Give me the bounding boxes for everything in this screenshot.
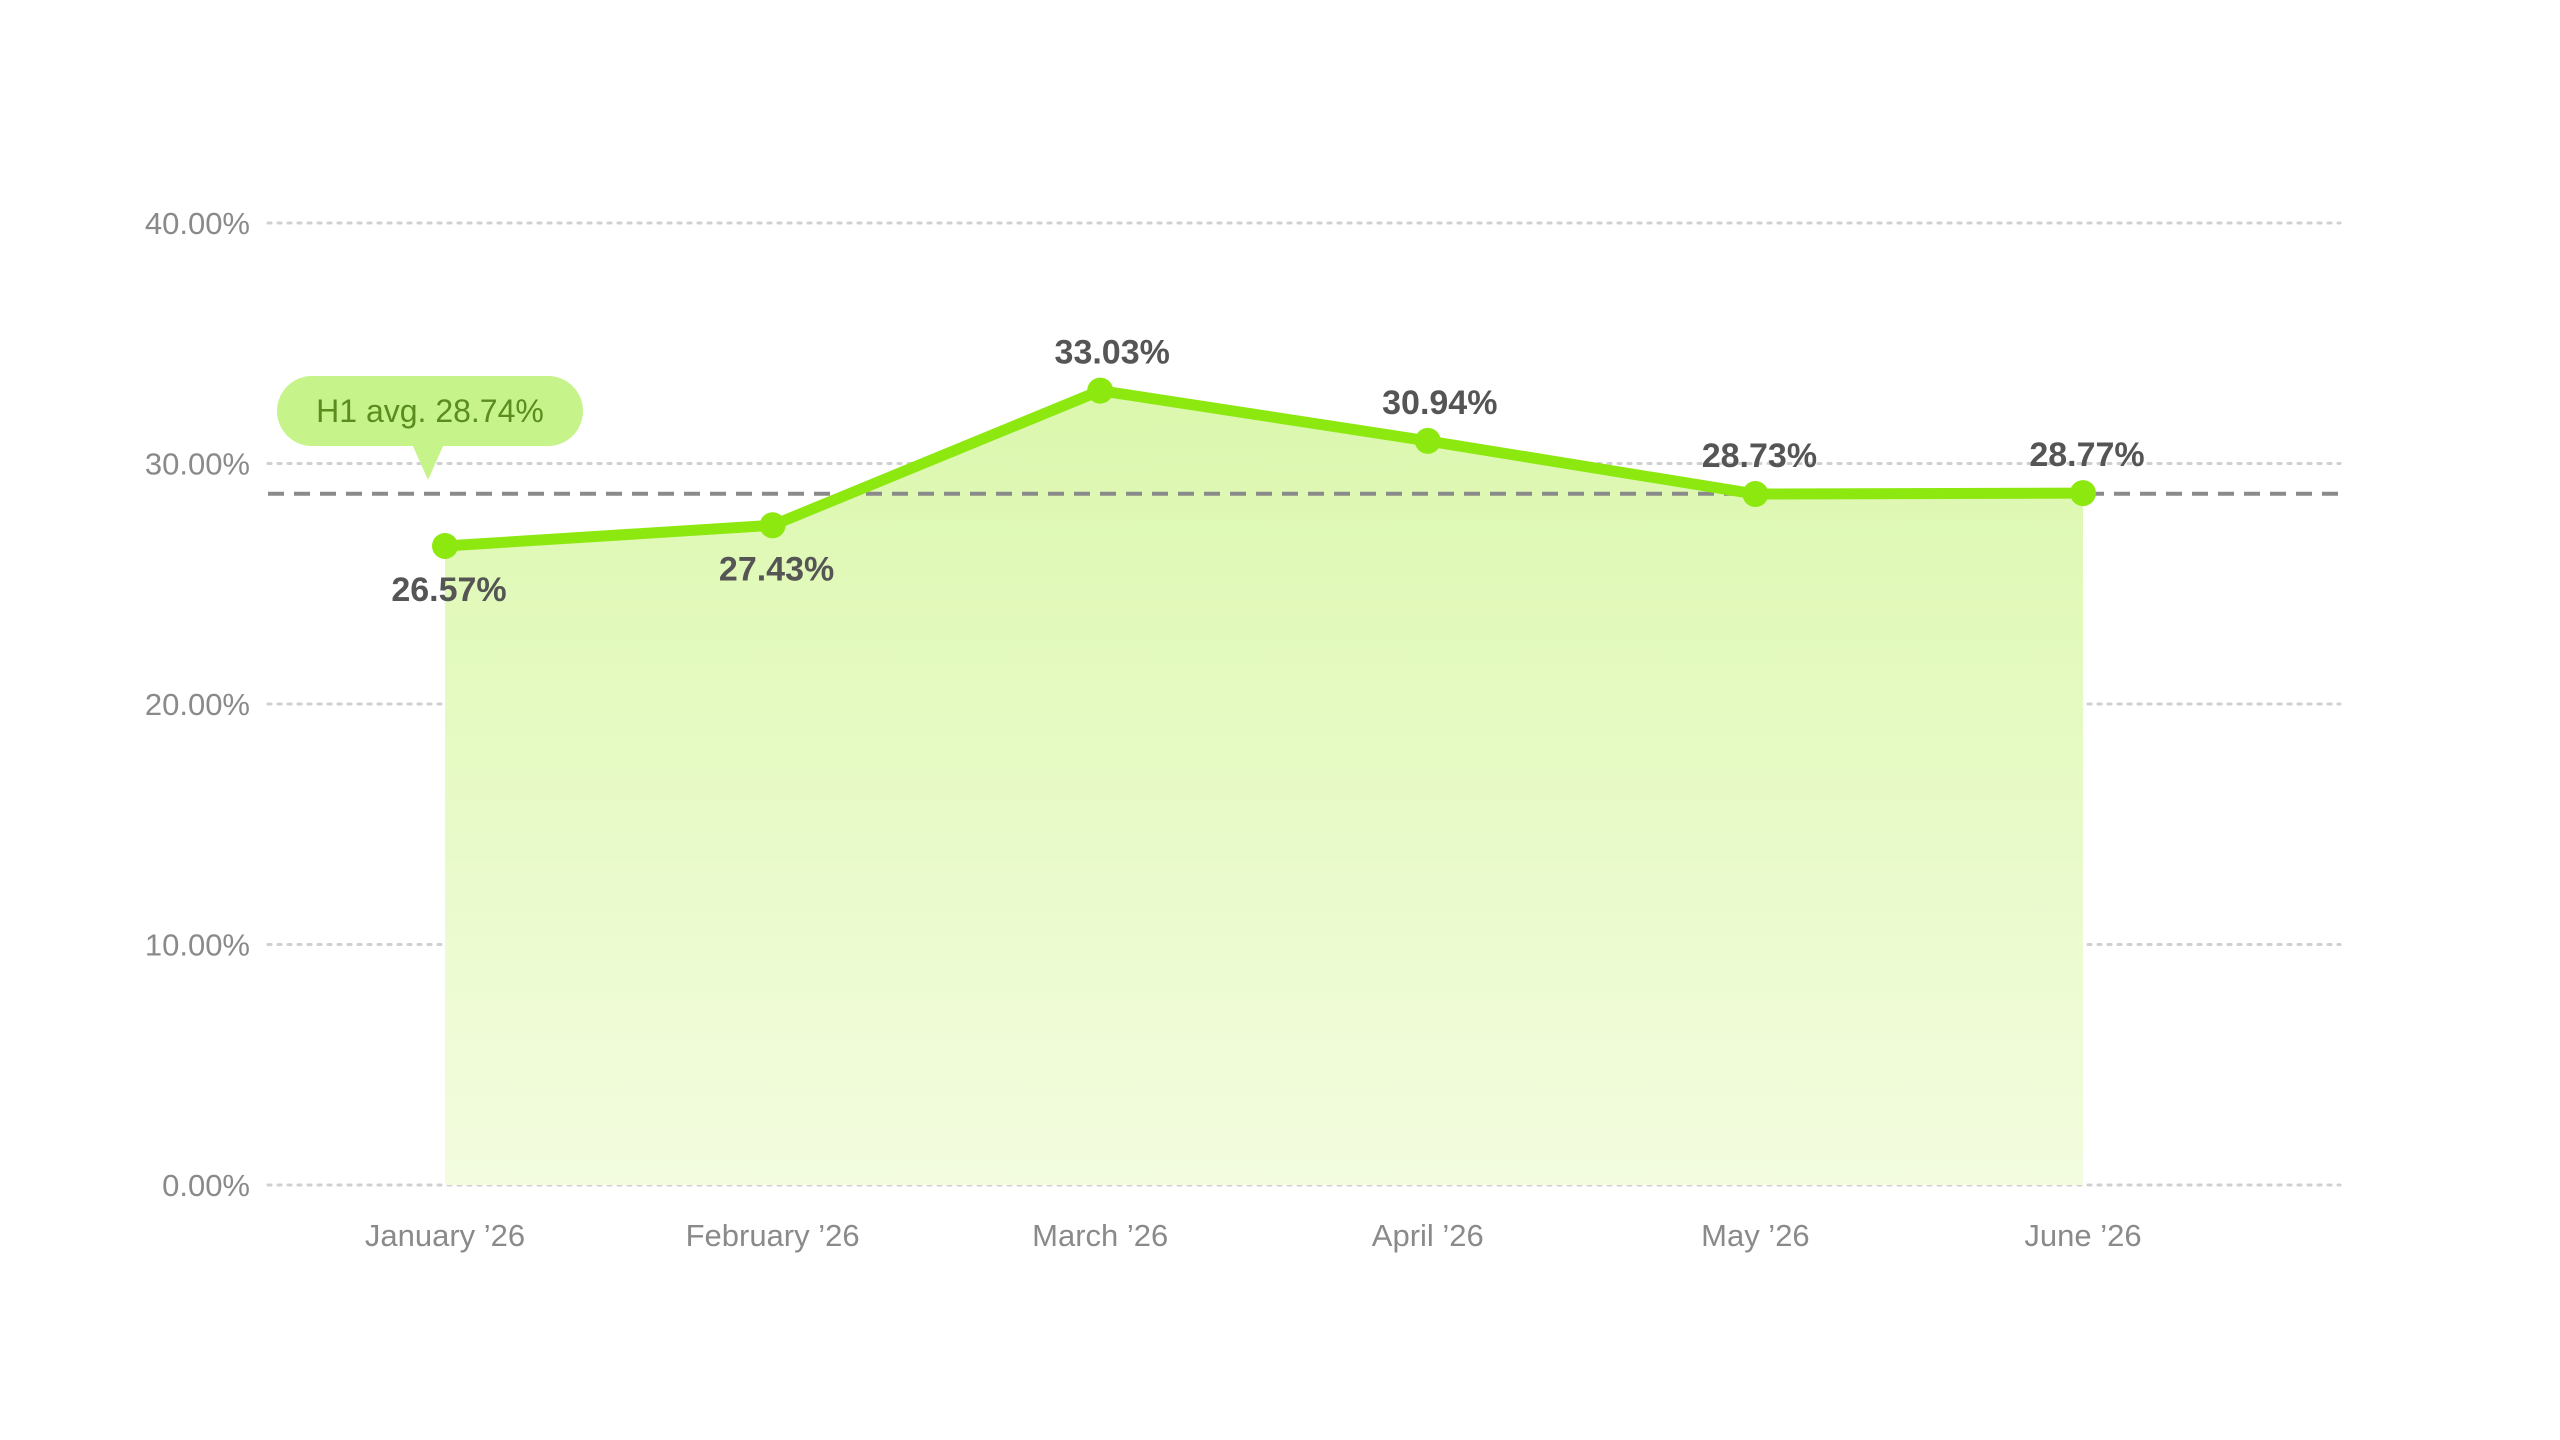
x-tick-label: January ’26 [365, 1218, 525, 1253]
series-line-layer [439, 385, 2089, 552]
y-tick-label: 20.00% [145, 687, 250, 722]
data-label: 28.73% [1702, 437, 1817, 475]
data-point-layer [432, 377, 2096, 559]
data-label: 33.03% [1055, 334, 1170, 372]
average-badge: H1 avg. 28.74% [277, 376, 583, 480]
x-axis-ticks: January ’26 February ’26 March ’26 April ’2… [365, 1218, 2142, 1253]
data-point [1414, 427, 1441, 454]
average-badge-label: H1 avg. 28.74% [316, 393, 544, 429]
y-tick-label: 10.00% [145, 928, 250, 963]
data-label: 27.43% [719, 550, 834, 588]
data-point [432, 532, 458, 559]
x-tick-label: May ’26 [1701, 1218, 1810, 1253]
x-tick-label: March ’26 [1032, 1218, 1168, 1253]
y-tick-label: 30.00% [145, 447, 250, 482]
average-badge-bg [277, 376, 583, 446]
average-badge-pointer [412, 444, 444, 480]
y-tick-label: 0.00% [162, 1168, 250, 1203]
series-line [439, 385, 2089, 552]
y-axis-ticks: 0.00% 10.00% 20.00% 30.00% 40.00% [145, 206, 250, 1203]
data-point [2070, 480, 2096, 507]
area-fill-layer [445, 390, 2083, 1185]
x-tick-label: June ’26 [2024, 1218, 2141, 1253]
data-label: 26.57% [391, 571, 506, 609]
data-point [1742, 481, 1769, 508]
data-point [1087, 377, 1114, 404]
y-tick-label: 40.00% [145, 206, 250, 241]
data-label-layer: 26.57% 27.43% 33.03% 30.94% 28.73% 28.77% [391, 334, 2144, 609]
x-tick-label: February ’26 [686, 1218, 860, 1253]
data-label: 28.77% [2029, 436, 2144, 474]
data-label: 30.94% [1382, 384, 1497, 422]
data-point [759, 512, 786, 539]
area-fill [445, 390, 2083, 1185]
x-tick-label: April ’26 [1372, 1218, 1484, 1253]
